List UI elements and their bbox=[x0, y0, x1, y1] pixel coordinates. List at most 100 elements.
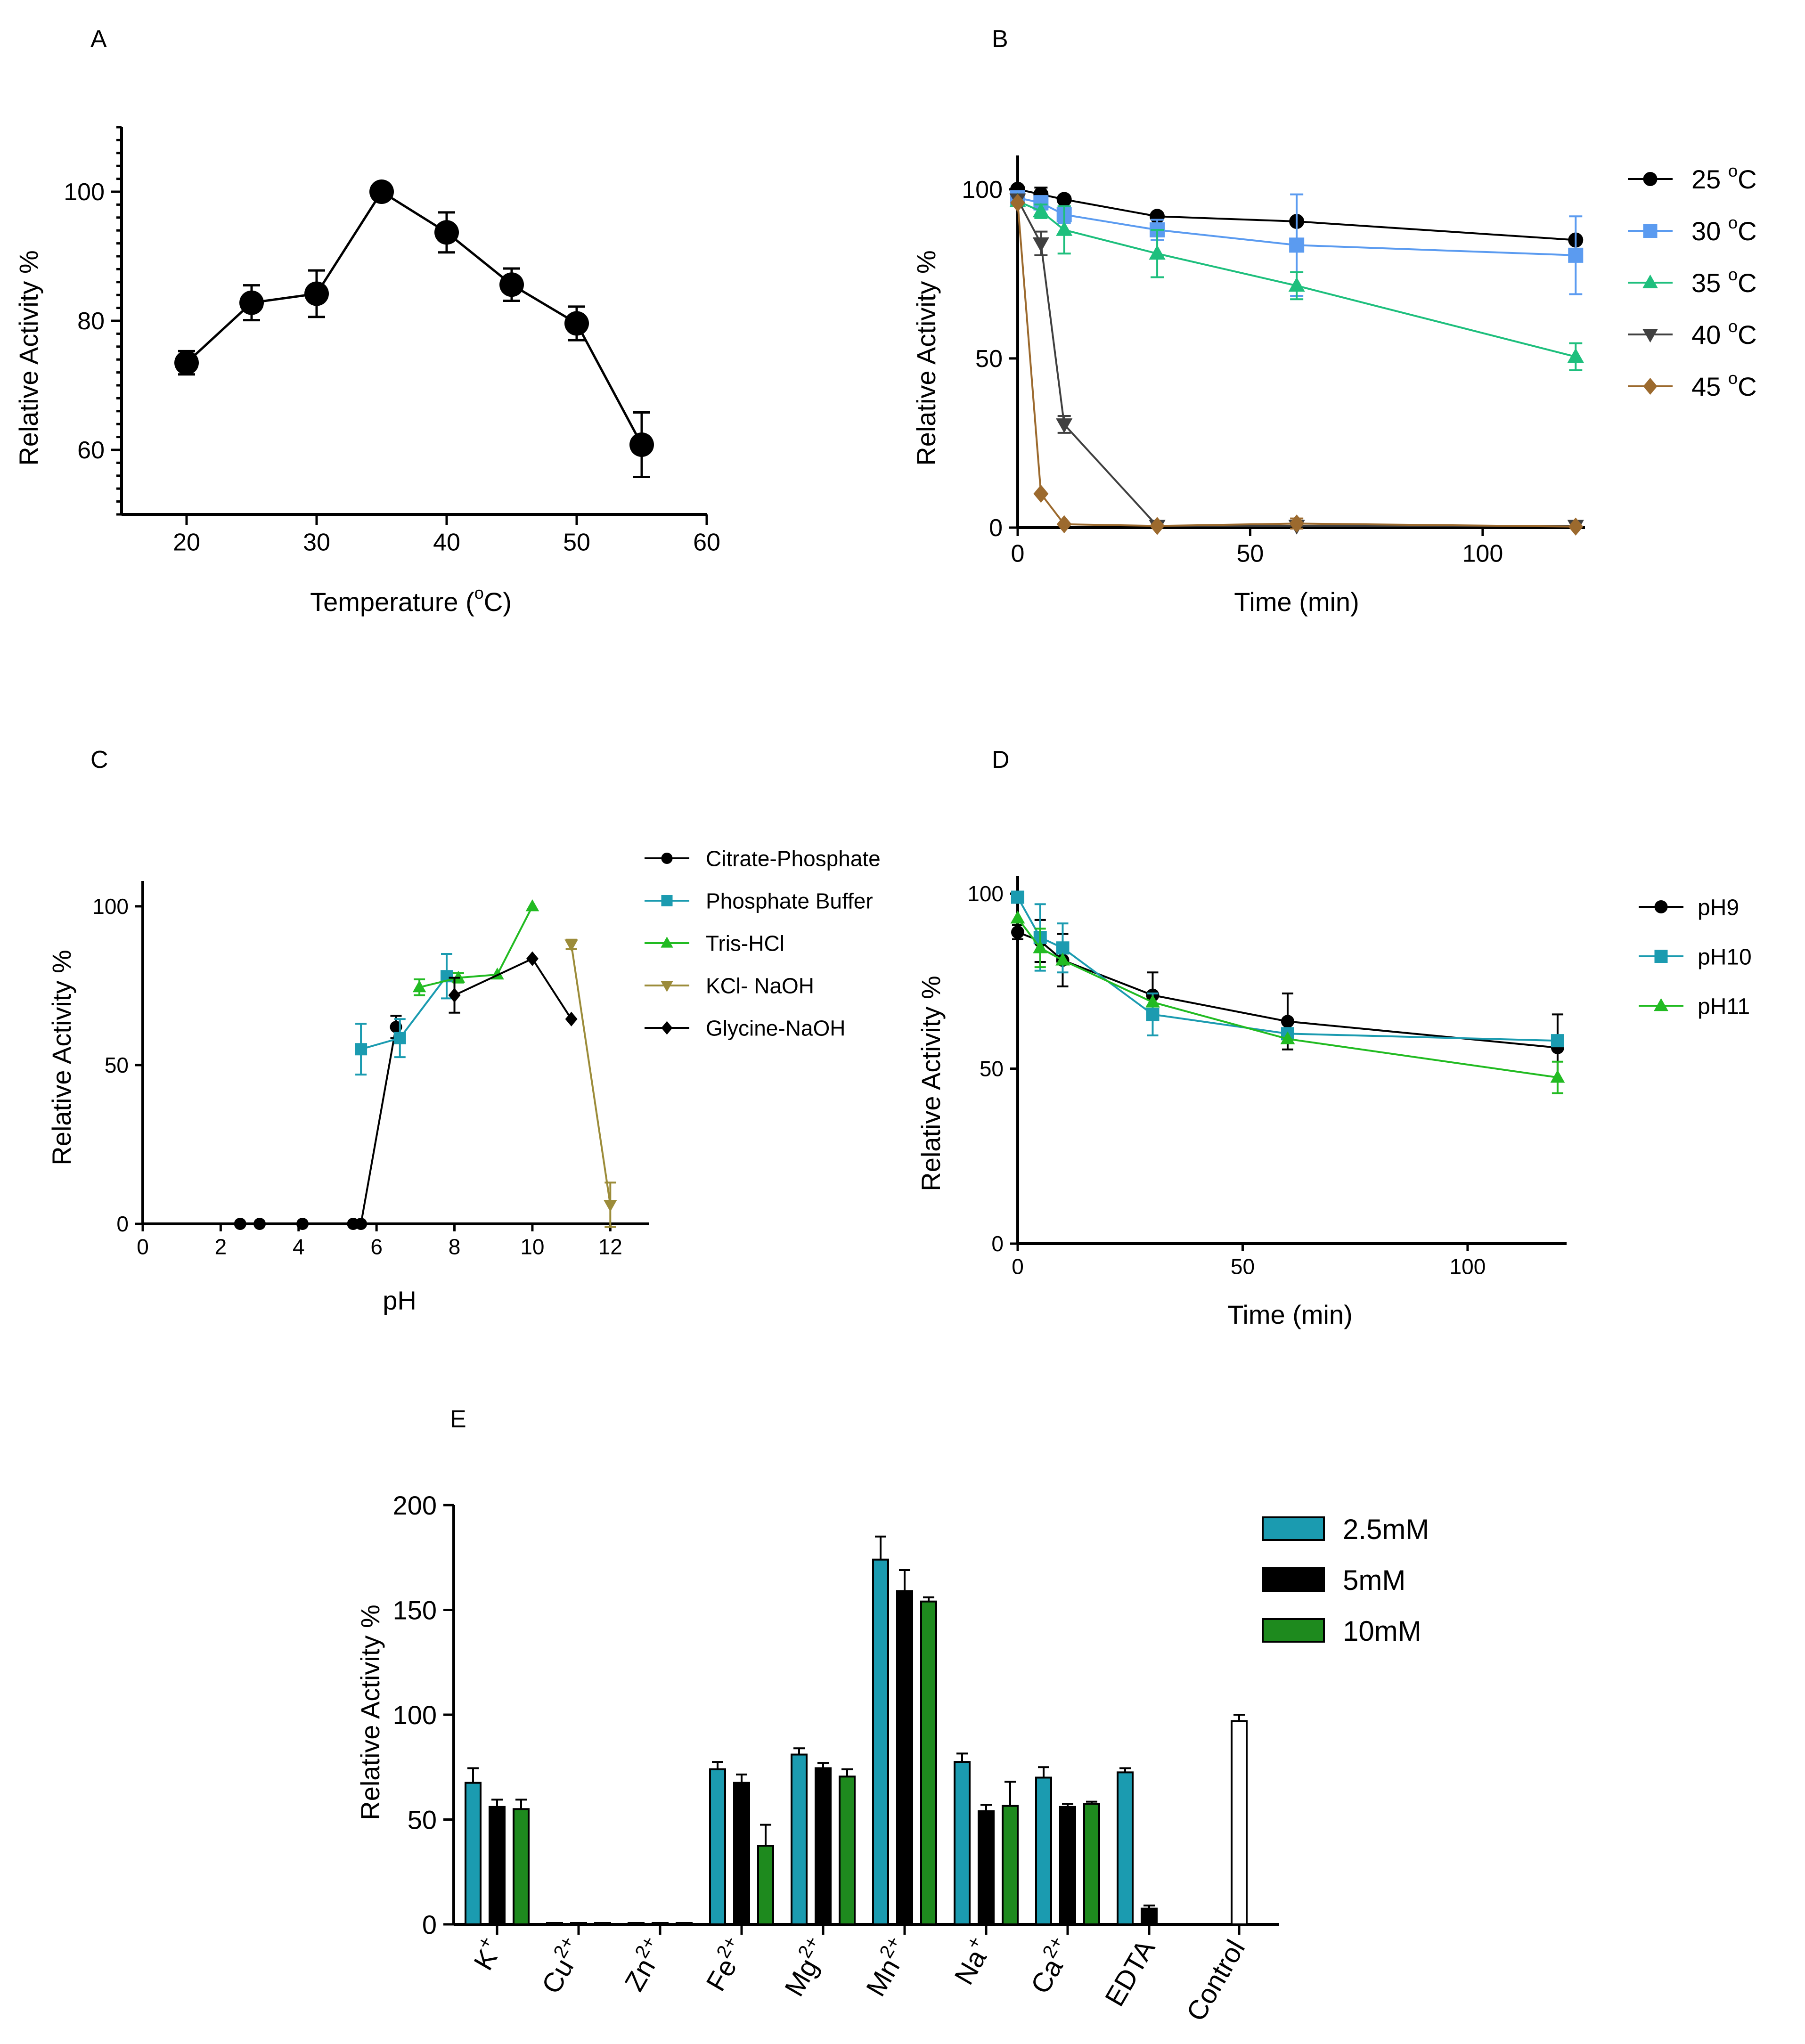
legend-d: pH9 pH10 pH11 bbox=[1639, 895, 1752, 1019]
category-label: Zn2+ bbox=[615, 1933, 672, 1996]
data-point bbox=[1033, 940, 1048, 953]
legend-marker bbox=[661, 981, 673, 992]
panel-e: E Relative Activity % 0 50 100 150 200 K+ Cu2+… bbox=[355, 1406, 1429, 2026]
data-point bbox=[564, 311, 589, 336]
panel-label-e: E bbox=[450, 1406, 466, 1433]
x-axis-label-c: pH bbox=[383, 1286, 417, 1315]
bar bbox=[920, 1600, 937, 1925]
panel-label-d: D bbox=[992, 746, 1010, 774]
legend-c: Citrate-Phosphate Phosphate Buffer Tris-HC… bbox=[645, 847, 881, 1041]
y-tick-label: 150 bbox=[393, 1596, 437, 1625]
bar bbox=[1231, 1720, 1248, 1926]
x-tick-label: 4 bbox=[293, 1234, 305, 1259]
y-axis-label-e: Relative Activity % bbox=[355, 1604, 385, 1820]
bar bbox=[594, 1922, 611, 1925]
series-line bbox=[419, 906, 533, 988]
bar-group: Na+ bbox=[948, 1752, 1019, 1990]
series-line bbox=[1017, 917, 1558, 1079]
bar bbox=[513, 1808, 530, 1925]
bar-group: Control bbox=[1180, 1714, 1251, 2026]
panel-label-c: C bbox=[90, 746, 108, 774]
category-label: Mn2+ bbox=[857, 1933, 916, 2002]
panel-label-b: B bbox=[992, 25, 1008, 53]
legend-label: Citrate-Phosphate bbox=[706, 847, 881, 871]
x-tick-label: 60 bbox=[693, 529, 720, 556]
legend-marker bbox=[661, 895, 673, 906]
legend-swatch bbox=[1262, 1567, 1325, 1592]
x-tick-label: 100 bbox=[1450, 1254, 1486, 1279]
category-label: EDTA bbox=[1099, 1935, 1161, 2011]
panel-a: A Relative Activity % Temperature (oC) 6… bbox=[14, 25, 720, 617]
bar-group: Fe2+ bbox=[697, 1761, 774, 1996]
bar bbox=[628, 1922, 645, 1925]
bar-group: Ca2+ bbox=[1021, 1766, 1100, 1999]
data-point bbox=[239, 290, 264, 315]
legend-swatch bbox=[1262, 1618, 1325, 1643]
data-point bbox=[1289, 237, 1305, 253]
legend-item: 25 oC bbox=[1628, 161, 1757, 194]
data-point bbox=[1149, 244, 1166, 260]
data-point bbox=[393, 1032, 406, 1044]
series-activity bbox=[174, 179, 654, 479]
data-point bbox=[355, 1043, 368, 1056]
data-point bbox=[604, 1200, 617, 1212]
category-label: Fe2+ bbox=[697, 1933, 754, 1996]
y-tick-label: 50 bbox=[408, 1805, 437, 1835]
series-phosphate-buffer bbox=[355, 953, 453, 1076]
bar-group: EDTA bbox=[1099, 1767, 1161, 2011]
series-line bbox=[1017, 203, 1576, 528]
y-axis-label-d: Relative Activity % bbox=[916, 976, 946, 1191]
legend-marker bbox=[661, 936, 673, 948]
legend-item: pH10 bbox=[1639, 945, 1752, 969]
panel-label-a: A bbox=[90, 25, 107, 53]
bar bbox=[1002, 1805, 1019, 1925]
y-tick-label: 50 bbox=[105, 1053, 129, 1077]
data-point bbox=[448, 988, 461, 1003]
legend-swatch bbox=[1262, 1516, 1325, 1541]
bar bbox=[954, 1761, 971, 1925]
data-point bbox=[1010, 911, 1025, 924]
data-point bbox=[1567, 348, 1584, 363]
x-tick-label: 50 bbox=[563, 529, 590, 556]
category-label: Ca2+ bbox=[1021, 1933, 1079, 1999]
bar bbox=[1083, 1803, 1100, 1925]
legend-label: pH9 bbox=[1698, 895, 1739, 920]
legend-item: 5mM bbox=[1262, 1564, 1405, 1596]
data-point bbox=[1011, 925, 1024, 939]
legend-item: 35 oC bbox=[1628, 265, 1757, 298]
bar bbox=[872, 1558, 889, 1925]
legend-marker bbox=[661, 1021, 673, 1035]
bar bbox=[676, 1922, 693, 1925]
x-tick-label: 8 bbox=[449, 1234, 461, 1259]
series-citrate-phosphate bbox=[234, 1015, 402, 1230]
y-axis-label-a: Relative Activity % bbox=[14, 250, 43, 466]
legend-item: pH11 bbox=[1639, 994, 1750, 1019]
legend-label: 25 oC bbox=[1691, 161, 1757, 194]
x-tick-label: 0 bbox=[137, 1234, 149, 1259]
y-tick-label: 100 bbox=[393, 1700, 437, 1730]
y-tick-label: 200 bbox=[393, 1490, 437, 1520]
legend-item: Glycine-NaOH bbox=[645, 1016, 846, 1041]
y-tick-label: 50 bbox=[980, 1057, 1004, 1081]
bar bbox=[1117, 1771, 1134, 1925]
y-tick-label: 0 bbox=[991, 1231, 1004, 1256]
legend-marker bbox=[1642, 274, 1658, 288]
data-point bbox=[234, 1218, 246, 1230]
bar bbox=[465, 1782, 482, 1925]
legend-b: 25 oC 30 oC 35 oC 40 oC 45 oC bbox=[1628, 161, 1757, 401]
x-tick-label: 30 bbox=[303, 529, 330, 556]
legend-marker bbox=[1643, 172, 1658, 186]
data-point bbox=[1568, 247, 1584, 263]
data-point bbox=[1280, 1031, 1295, 1044]
bar-group: K+ bbox=[465, 1767, 530, 1975]
x-tick-label: 50 bbox=[1231, 1254, 1255, 1279]
bar bbox=[1059, 1806, 1076, 1926]
x-tick-label: 2 bbox=[215, 1234, 227, 1259]
bar bbox=[757, 1845, 774, 1925]
legend-item: 40 oC bbox=[1628, 317, 1757, 350]
x-axis-label-a: Temperature (oC) bbox=[310, 583, 512, 617]
data-point bbox=[434, 220, 459, 245]
legend-item: Tris-HCl bbox=[645, 931, 784, 956]
legend-item: 10mM bbox=[1262, 1615, 1421, 1647]
legend-label: 5mM bbox=[1343, 1564, 1405, 1596]
